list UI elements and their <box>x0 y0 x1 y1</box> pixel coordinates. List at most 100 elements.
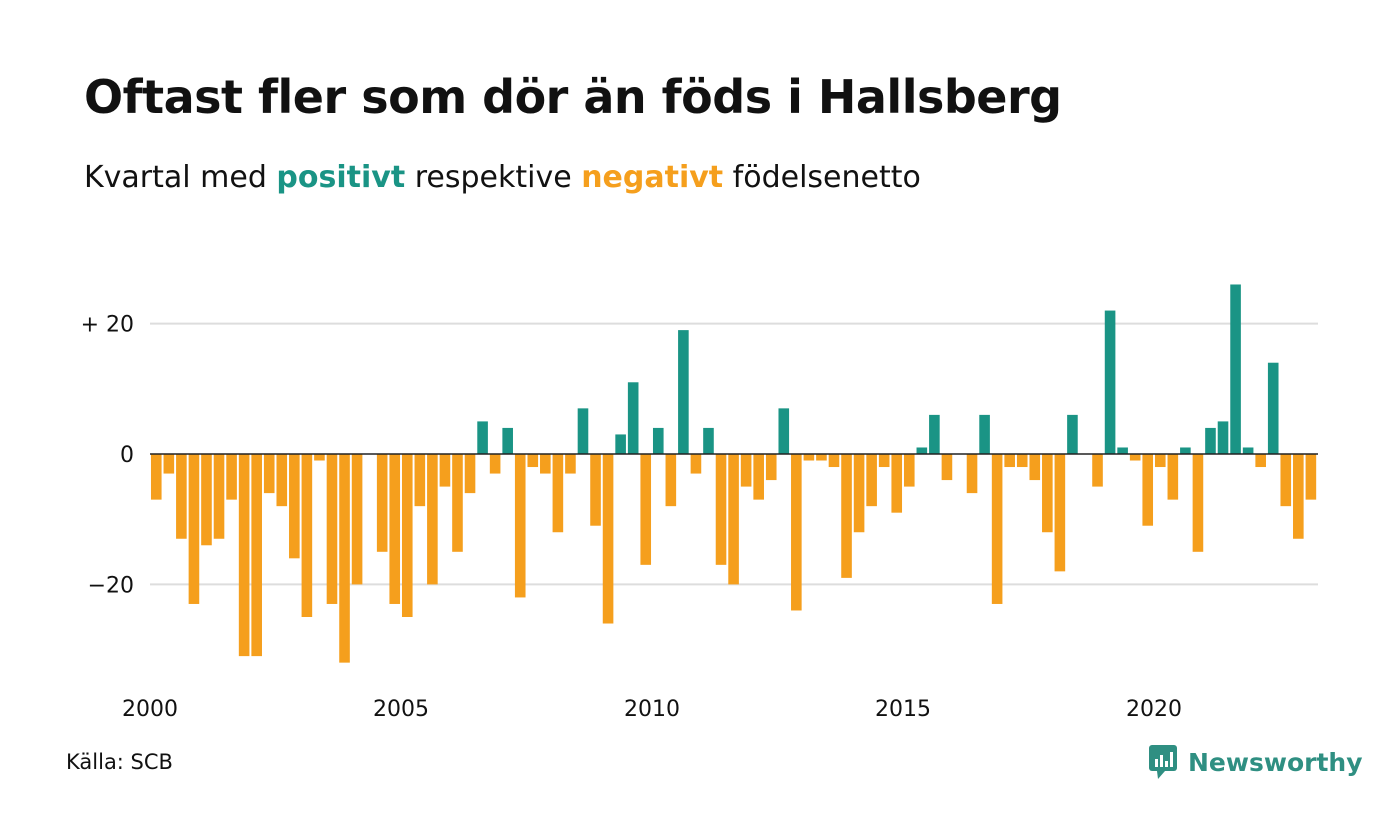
x-tick-label: 2000 <box>122 697 178 722</box>
x-tick-label: 2010 <box>624 697 680 722</box>
x-tick-label: 2020 <box>1126 697 1182 722</box>
bar-negative <box>1016 454 1028 468</box>
bar-negative <box>263 454 275 494</box>
bar-negative <box>351 454 363 585</box>
bar-negative <box>201 454 212 546</box>
bar-negative <box>753 454 764 500</box>
bar-negative <box>765 454 777 481</box>
bar-negative <box>489 454 501 474</box>
bar-negative <box>866 454 877 507</box>
bar-positive <box>1117 447 1128 454</box>
bar-negative <box>514 454 526 598</box>
bar-negative <box>414 454 426 507</box>
bar-positive <box>502 427 513 454</box>
y-tick-label: + 20 <box>81 313 134 338</box>
x-tick-label: 2005 <box>373 697 429 722</box>
bar-positive <box>627 382 639 454</box>
subtitle-middle: respektive <box>405 160 582 195</box>
bar-negative <box>903 454 915 487</box>
bar-positive <box>1180 447 1191 454</box>
bar-negative <box>665 454 677 507</box>
bar-negative <box>715 454 727 565</box>
bar-negative <box>464 454 476 494</box>
bar-negative <box>389 454 401 604</box>
bar-negative <box>276 454 288 507</box>
bar-negative <box>891 454 903 513</box>
bar-positive <box>929 414 940 454</box>
bar-negative <box>1293 454 1304 539</box>
bar-negative <box>439 454 451 487</box>
bar-negative <box>452 454 463 552</box>
subtitle-negative-word: negativt <box>581 160 724 195</box>
bar-negative <box>376 454 388 552</box>
bar-positive <box>1067 414 1078 454</box>
bar-positive <box>1217 421 1229 454</box>
chart-subtitle: Kvartal med positivt respektive negativt… <box>84 160 921 195</box>
bar-negative <box>1054 454 1066 572</box>
bar-negative <box>740 454 752 487</box>
subtitle-prefix: Kvartal med <box>84 160 277 195</box>
bar-negative <box>326 454 338 604</box>
bar-positive <box>1267 362 1279 454</box>
bar-positive <box>652 427 664 454</box>
bar-positive <box>1242 447 1254 454</box>
bar-positive <box>477 421 488 454</box>
bar-negative <box>163 454 175 474</box>
brand-logo: Newsworthy <box>1148 744 1363 780</box>
bar-negative <box>552 454 564 533</box>
bar-negative <box>1280 454 1292 507</box>
bar-negative <box>427 454 438 585</box>
bar-negative <box>188 454 200 604</box>
bar-negative <box>527 454 539 468</box>
bar-positive <box>979 414 990 454</box>
bar-positive <box>615 434 626 454</box>
bar-positive <box>1104 310 1116 454</box>
bar-negative <box>728 454 739 585</box>
bar-negative <box>176 454 187 539</box>
bar-positive <box>577 408 589 454</box>
x-tick-label: 2015 <box>875 697 931 722</box>
bar-negative <box>1129 454 1141 461</box>
chart-title: Oftast fler som dör än föds i Hallsberg <box>84 70 1062 124</box>
newsworthy-logo-icon <box>1149 745 1177 779</box>
bar-positive <box>678 330 689 454</box>
bar-negative <box>226 454 237 500</box>
bar-negative <box>540 454 551 474</box>
bar-negative <box>150 454 162 500</box>
bar-negative <box>213 454 225 539</box>
bar-negative <box>301 454 313 617</box>
bar-negative <box>791 454 802 611</box>
bar-negative <box>1092 454 1103 487</box>
bar-negative <box>1305 454 1317 500</box>
subtitle-suffix: födelsenetto <box>723 160 921 195</box>
bar-positive <box>916 447 928 454</box>
bar-negative <box>289 454 300 559</box>
bar-negative <box>1042 454 1053 533</box>
bar-negative <box>841 454 852 578</box>
bar-negative <box>803 454 815 461</box>
bar-negative <box>991 454 1003 604</box>
bar-negative <box>640 454 652 565</box>
bar-negative <box>828 454 840 468</box>
bar-negative <box>941 454 953 481</box>
bar-negative <box>602 454 614 624</box>
bar-negative <box>690 454 702 474</box>
subtitle-positive-word: positivt <box>276 160 406 195</box>
bar-negative <box>1142 454 1154 526</box>
bar-negative <box>590 454 601 526</box>
source-note: Källa: SCB <box>66 750 173 774</box>
bar-positive <box>1205 427 1216 454</box>
bar-negative <box>1167 454 1179 500</box>
bar-negative <box>966 454 978 494</box>
bar-negative <box>251 454 262 657</box>
y-tick-label: −20 <box>88 573 134 598</box>
bar-negative <box>238 454 250 657</box>
brand-name: Newsworthy <box>1188 747 1363 777</box>
bar-negative <box>1004 454 1015 468</box>
bar-negative <box>816 454 827 461</box>
bar-negative <box>1255 454 1266 468</box>
bar-negative <box>1029 454 1041 481</box>
bar-negative <box>339 454 350 663</box>
y-tick-label: 0 <box>120 443 134 468</box>
